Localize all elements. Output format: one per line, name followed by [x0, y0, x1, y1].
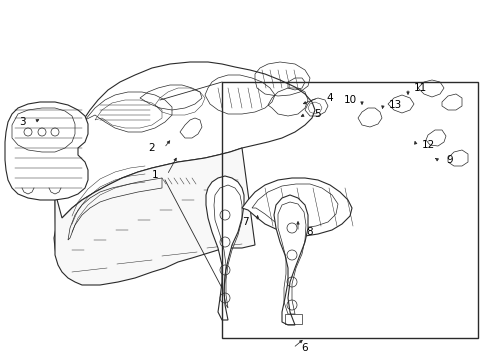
Text: 9: 9: [446, 155, 452, 165]
Polygon shape: [242, 178, 351, 236]
Text: 2: 2: [148, 143, 155, 153]
Text: 12: 12: [421, 140, 434, 150]
Text: 6: 6: [301, 343, 307, 353]
Text: 7: 7: [241, 217, 248, 227]
Polygon shape: [205, 176, 244, 320]
Polygon shape: [55, 148, 254, 285]
Text: 3: 3: [19, 117, 25, 127]
Polygon shape: [54, 62, 314, 255]
Bar: [222, 82, 477, 338]
Text: 8: 8: [306, 227, 313, 237]
Text: 10: 10: [343, 95, 356, 105]
Polygon shape: [5, 102, 88, 200]
Polygon shape: [273, 195, 307, 325]
Text: 5: 5: [314, 109, 321, 119]
Text: 11: 11: [412, 83, 426, 93]
Text: 1: 1: [151, 170, 158, 180]
Text: 4: 4: [326, 93, 333, 103]
Text: 13: 13: [387, 100, 401, 110]
